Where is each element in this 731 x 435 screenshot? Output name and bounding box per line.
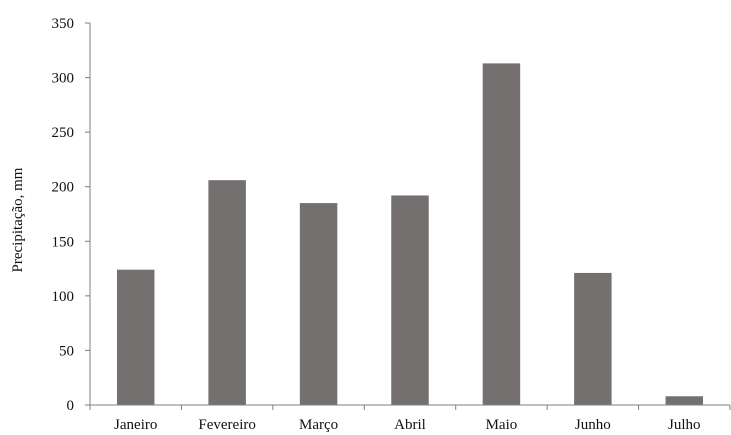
- bar-janeiro: [116, 269, 155, 405]
- y-tick-label: 200: [52, 180, 75, 196]
- x-tick-label: Fevereiro: [198, 417, 255, 433]
- bar-julho: [665, 396, 704, 405]
- bars-group: [116, 63, 704, 405]
- y-tick-label: 50: [59, 343, 74, 359]
- bar-junho: [574, 272, 612, 405]
- x-ticks-group: Janeiro Fevereiro Março Abril Maio Junho Julho: [89, 405, 731, 433]
- bar-maio: [482, 63, 521, 405]
- y-tick-label: 100: [52, 289, 75, 305]
- bar-mar-o: [299, 203, 338, 405]
- x-tick-label: Maio: [486, 417, 518, 433]
- y-ticks-group: 0 50 100 150 200 250 300 350: [52, 16, 90, 414]
- y-axis-title: Precipitação, mm: [10, 167, 26, 272]
- x-tick-label: Abril: [394, 417, 426, 433]
- y-tick-label: 0: [67, 398, 75, 414]
- x-tick-label: Junho: [575, 417, 611, 433]
- y-tick-label: 150: [52, 234, 75, 250]
- y-tick-label: 300: [52, 71, 75, 87]
- bar-abril: [391, 195, 429, 405]
- x-tick-label: Janeiro: [114, 417, 157, 433]
- y-tick-label: 350: [52, 16, 75, 32]
- bar-fevereiro: [208, 180, 246, 405]
- y-tick-label: 250: [52, 125, 75, 141]
- x-tick-label: Março: [299, 417, 338, 433]
- x-tick-label: Julho: [668, 417, 701, 433]
